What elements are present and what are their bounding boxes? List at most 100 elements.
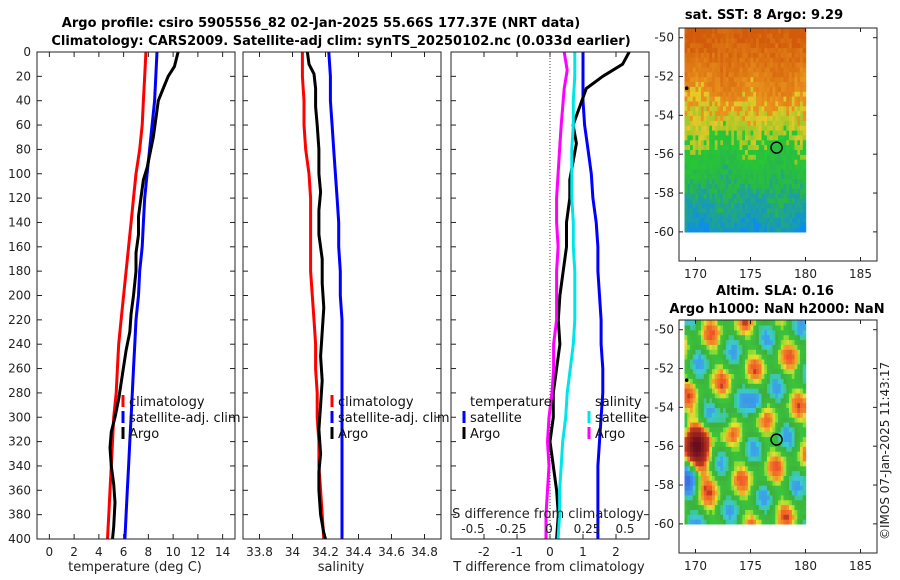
heatmap-cell [684,397,688,404]
heatmap-cell [725,227,730,233]
heatmap-cell [690,441,694,447]
heatmap-cell [756,329,760,336]
heatmap-cell [756,28,760,34]
heatmap-cell [761,320,765,326]
heatmap-cell [714,378,719,384]
heatmap-cell [706,421,710,428]
heatmap-cell [802,358,807,365]
heatmap-cell [698,120,702,126]
heatmap-cell [753,125,757,131]
heatmap-cell [725,173,730,180]
heatmap-cell [712,383,716,389]
heatmap-cell [794,115,798,121]
heatmap-cell [709,71,713,78]
heatmap-cell [703,504,708,510]
heatmap-cell [772,402,776,408]
heatmap-cell [747,499,752,506]
heatmap-cell [745,149,749,155]
heatmap-cell [714,383,719,389]
heatmap-cell [789,431,793,438]
heatmap-cell [794,227,798,233]
heatmap-cell [772,426,776,433]
heatmap-cell [802,417,807,423]
heatmap-cell [717,485,721,491]
heatmap-cell [800,173,804,180]
heatmap-cell [786,110,790,116]
heatmap-cell [753,47,757,53]
heatmap-cell [802,378,807,384]
heatmap-cell [794,139,798,146]
heatmap-cell [736,197,741,204]
heatmap-cell [769,71,774,78]
heatmap-cell [723,149,727,155]
heatmap-cell [750,120,754,126]
heatmap-cell [780,222,785,228]
heatmap-cell [687,178,691,184]
heatmap-cell [797,217,801,223]
heatmap-cell [764,378,768,384]
heatmap-cell [764,178,768,184]
heatmap-cell [731,426,735,433]
heatmap-cell [712,37,716,44]
heatmap-cell [794,178,798,184]
heatmap-cell [756,37,760,44]
heatmap-cell [750,193,754,199]
heatmap-cell [800,388,804,394]
heatmap-cell [745,144,749,150]
heatmap-cell [698,329,702,336]
heatmap-cell [736,66,741,73]
heatmap-cell [767,397,771,404]
heatmap-cell [717,412,721,418]
heatmap-cell [701,120,705,126]
heatmap-cell [739,373,743,379]
heatmap-cell [698,460,702,467]
heatmap-cell [791,397,796,404]
heatmap-cell [695,139,699,146]
map-x-tick-label: 170 [684,267,707,281]
heatmap-cell [772,197,776,204]
heatmap-cell [791,412,796,418]
heatmap-cell [769,421,774,428]
heatmap-cell [758,96,763,102]
heatmap-cell [797,368,801,374]
heatmap-cell [717,37,721,44]
heatmap-cell [723,455,727,462]
heatmap-cell [761,197,765,204]
heatmap-cell [706,514,710,520]
heatmap-cell [709,173,713,180]
heatmap-cell [703,509,708,515]
heatmap-cell [739,460,743,467]
heatmap-cell [698,212,702,218]
heatmap-cell [783,120,787,126]
heatmap-cell [797,363,801,370]
heatmap-cell [789,193,793,199]
heatmap-cell [767,388,771,394]
heatmap-cell [687,37,691,44]
heatmap-cell [802,475,807,481]
heatmap-cell [747,363,752,370]
heatmap-cell [698,431,702,438]
heatmap-cell [728,193,732,199]
heatmap-cell [723,105,727,112]
heatmap-cell [725,178,730,184]
heatmap-cell [692,436,697,442]
heatmap-cell [769,120,774,126]
heatmap-cell [706,62,710,68]
heatmap-cell [761,402,765,408]
heatmap-cell [706,431,710,438]
heatmap-cell [684,105,688,112]
heatmap-cell [750,202,754,209]
heatmap-cell [758,451,763,457]
heatmap-cell [706,392,710,399]
heatmap-cell [786,446,790,452]
heatmap-cell [753,339,757,345]
heatmap-cell [742,144,746,150]
heatmap-cell [692,217,697,223]
heatmap-cell [728,470,732,476]
heatmap-cell [728,66,732,73]
heatmap-cell [789,81,793,87]
heatmap-cell [739,57,743,63]
heatmap-cell [772,329,776,336]
heatmap-cell [739,178,743,184]
x-tick-label: 0 [46,545,54,559]
